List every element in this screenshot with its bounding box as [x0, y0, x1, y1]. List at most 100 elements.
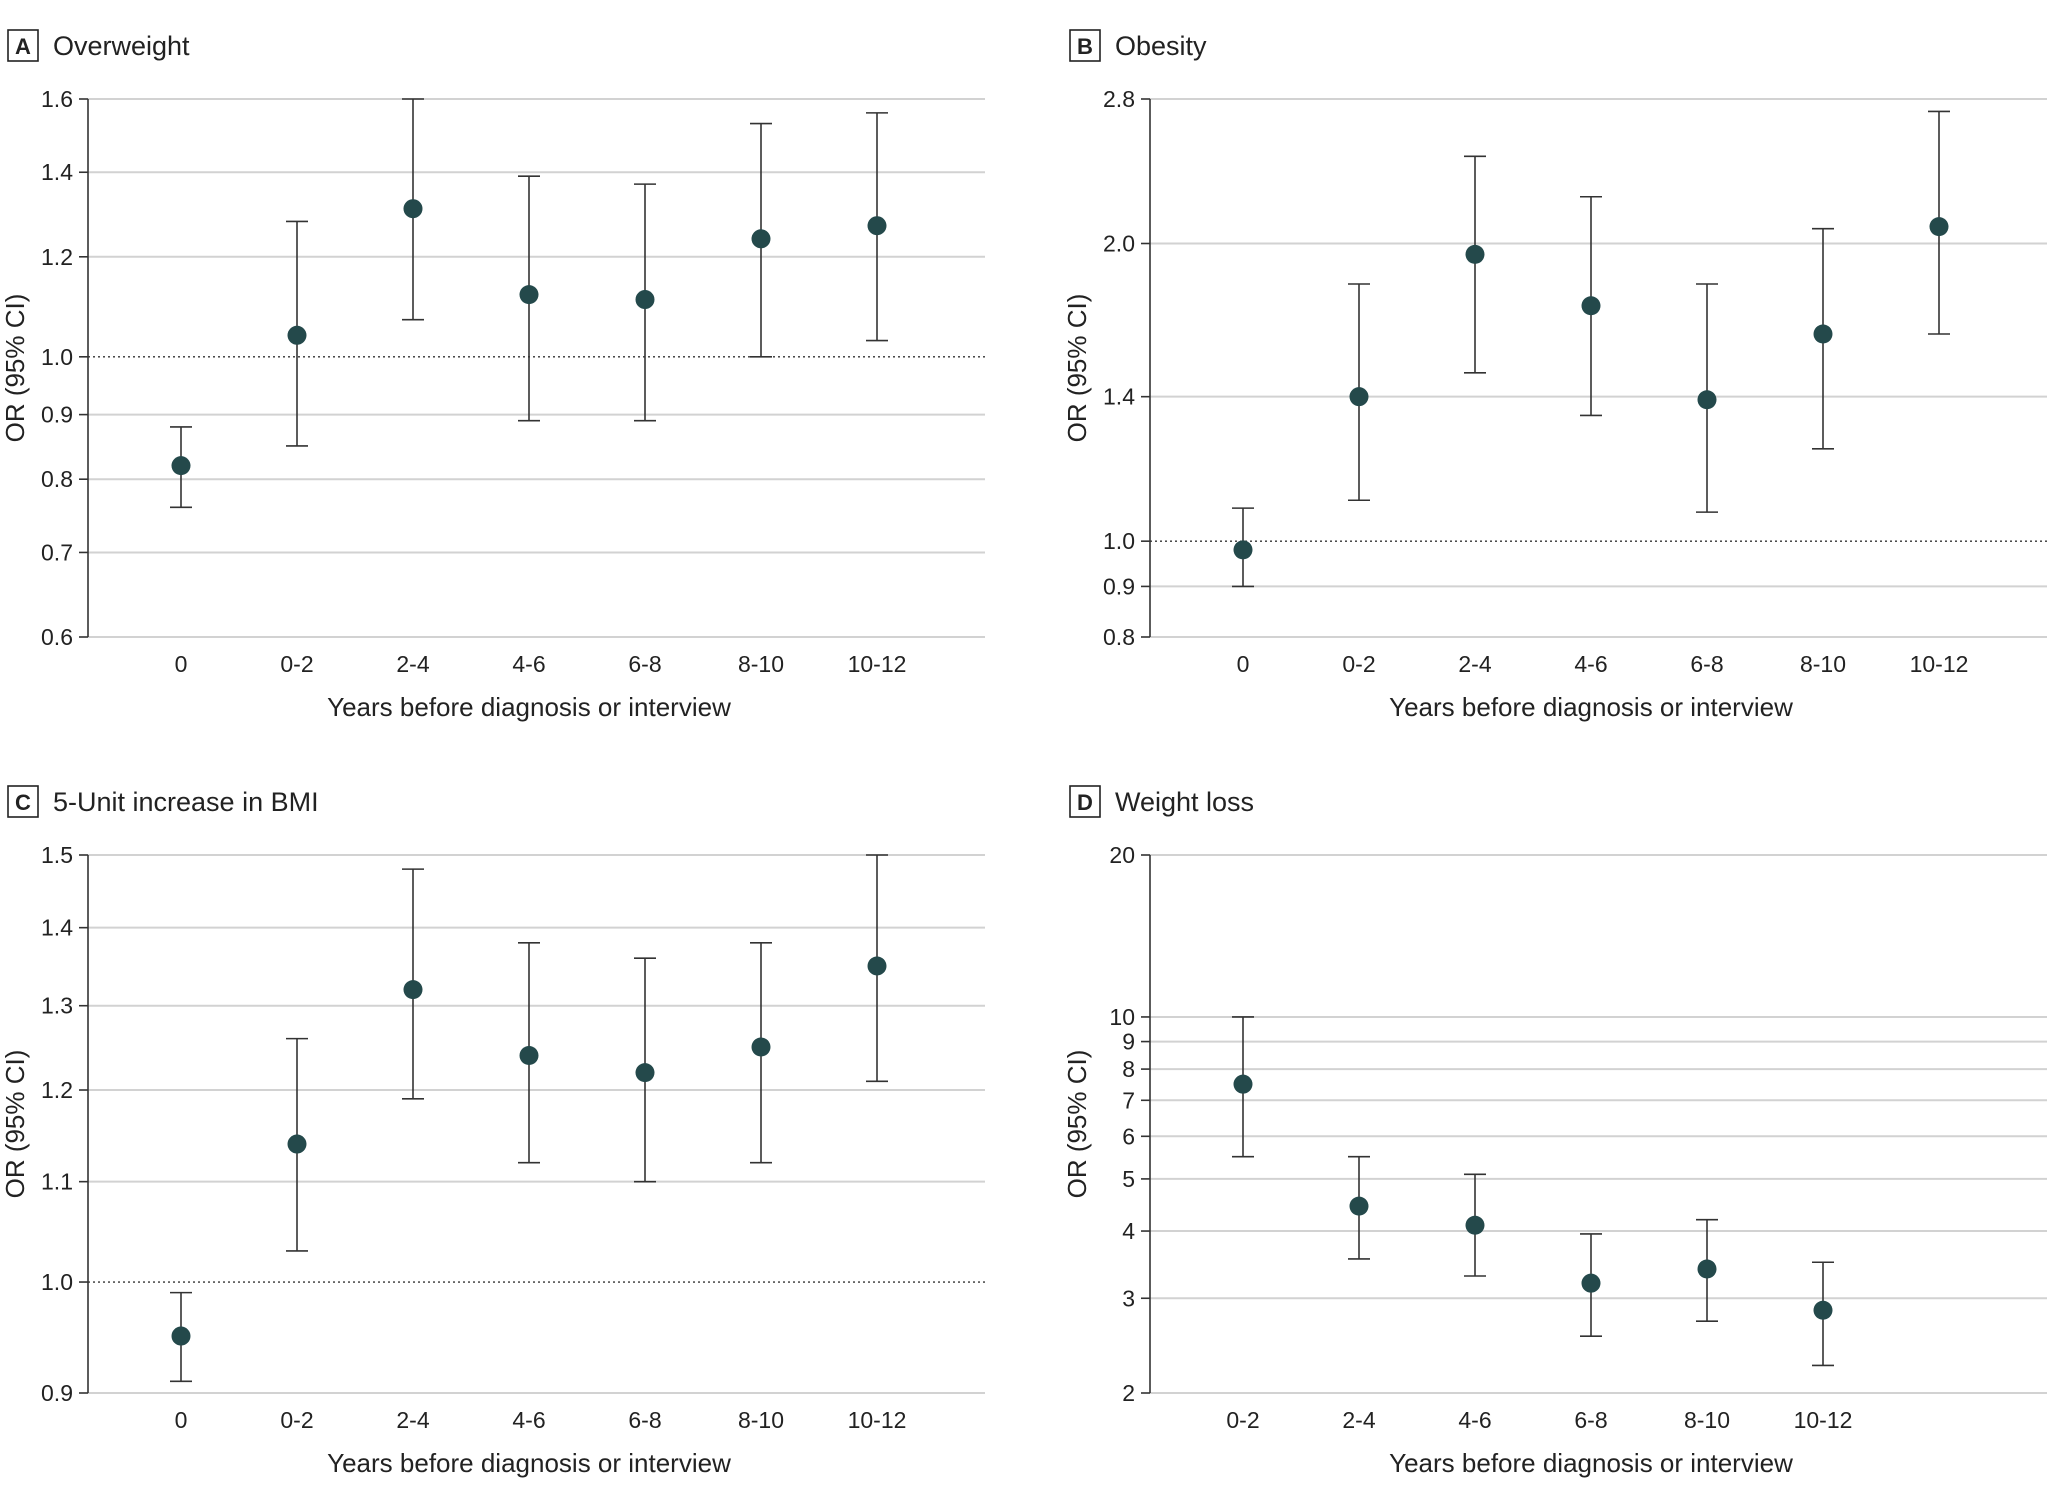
y-tick-label: 0.7	[41, 539, 73, 565]
panel-c-title: 5-Unit increase in BMI	[53, 787, 319, 817]
x-tick-label: 4-6	[512, 1407, 545, 1433]
data-point	[1233, 540, 1253, 560]
data-point	[403, 980, 423, 1000]
x-tick-label: 10-12	[1910, 651, 1969, 677]
y-tick-label: 5	[1122, 1166, 1135, 1192]
panel-b-marks	[1232, 110, 1950, 588]
panel-a-letter: A	[15, 34, 31, 59]
y-tick-label: 1.5	[41, 842, 73, 868]
x-tick-label: 6-8	[628, 1407, 661, 1433]
x-tick-label: 0	[1237, 651, 1250, 677]
y-tick-label: 20	[1109, 842, 1135, 868]
data-point	[1929, 217, 1949, 237]
x-tick-label: 8-10	[1684, 1407, 1730, 1433]
x-tick-label: 2-4	[396, 1407, 429, 1433]
panel-d-x-tick-labels: 0-2 2-4 4-6 6-8 8-10 10-12	[1226, 1407, 1852, 1433]
data-point	[1813, 324, 1833, 344]
x-tick-label: 2-4	[396, 651, 429, 677]
panel-d-letter: D	[1077, 790, 1093, 815]
panel-d-title: Weight loss	[1115, 787, 1254, 817]
data-point	[751, 229, 771, 249]
data-point	[1581, 1273, 1601, 1293]
y-tick-label: 1.4	[1103, 384, 1135, 410]
panel-c-x-axis-title: Years before diagnosis or interview	[327, 1448, 731, 1478]
data-point	[867, 216, 887, 236]
y-tick-label: 2.0	[1103, 230, 1135, 256]
panel-a-marks	[170, 98, 888, 509]
data-point	[1465, 1215, 1485, 1235]
y-tick-label: 2.8	[1103, 86, 1135, 112]
y-tick-label: 1.2	[41, 1077, 73, 1103]
y-tick-label: 1.6	[41, 86, 73, 112]
data-point	[519, 285, 539, 305]
panel-d-y-axis-title: OR (95% CI)	[1062, 1050, 1092, 1199]
data-point	[403, 199, 423, 219]
panel-b-letter: B	[1077, 34, 1093, 59]
y-tick-label: 1.0	[41, 344, 73, 370]
data-point	[635, 1063, 655, 1083]
y-tick-label: 3	[1122, 1285, 1135, 1311]
panel-c-marks	[170, 854, 888, 1383]
y-tick-label: 6	[1122, 1123, 1135, 1149]
y-tick-label: 10	[1109, 1004, 1135, 1030]
data-point	[171, 1326, 191, 1346]
panel-d-x-axis-title: Years before diagnosis or interview	[1389, 1448, 1793, 1478]
y-tick-label: 4	[1122, 1218, 1135, 1244]
panel-c-letter: C	[15, 790, 31, 815]
x-tick-label: 6-8	[1574, 1407, 1607, 1433]
data-point	[751, 1037, 771, 1057]
panel-b-y-axis-title: OR (95% CI)	[1062, 294, 1092, 443]
x-tick-label: 0	[175, 651, 188, 677]
panel-c-y-axis-title: OR (95% CI)	[0, 1050, 30, 1199]
data-point	[287, 1134, 307, 1154]
y-tick-label: 1.4	[41, 159, 73, 185]
x-tick-label: 8-10	[1800, 651, 1846, 677]
x-tick-label: 2-4	[1458, 651, 1491, 677]
data-point	[1349, 387, 1369, 407]
x-tick-label: 0-2	[1342, 651, 1375, 677]
x-tick-label: 10-12	[848, 1407, 907, 1433]
panel-b-letter-box	[1069, 29, 1101, 62]
y-tick-label: 0.6	[41, 624, 73, 650]
panel-a-y-axis-title: OR (95% CI)	[0, 294, 30, 443]
y-tick-label: 2	[1122, 1380, 1135, 1406]
panel-b-title: Obesity	[1115, 31, 1207, 61]
x-tick-label: 6-8	[1690, 651, 1723, 677]
panel-a-x-tick-labels: 0 0-2 2-4 4-6 6-8 8-10 10-12	[175, 651, 907, 677]
y-tick-label: 9	[1122, 1029, 1135, 1055]
panel-c-letter-box	[7, 785, 39, 818]
panel-a-grid: 0.6 0.7 0.8 0.9 1.0 1.2 1.4 1.6	[41, 86, 985, 650]
y-tick-label: 1.3	[41, 993, 73, 1019]
data-point	[1349, 1196, 1369, 1216]
data-point	[1233, 1074, 1253, 1094]
data-point	[1697, 1259, 1717, 1279]
x-tick-label: 4-6	[1574, 651, 1607, 677]
x-tick-label: 0-2	[1226, 1407, 1259, 1433]
panel-a-letter-box	[7, 29, 39, 62]
x-tick-label: 8-10	[738, 1407, 784, 1433]
panel-b-x-tick-labels: 0 0-2 2-4 4-6 6-8 8-10 10-12	[1237, 651, 1969, 677]
panel-a-title: Overweight	[53, 31, 190, 61]
x-tick-label: 0-2	[280, 1407, 313, 1433]
panel-d-marks	[1232, 1016, 1834, 1367]
panel-b-grid: 0.8 0.9 1.0 1.4 2.0 2.8	[1103, 86, 2047, 650]
y-tick-label: 7	[1122, 1087, 1135, 1113]
x-tick-label: 0-2	[280, 651, 313, 677]
y-tick-label: 0.9	[1103, 573, 1135, 599]
x-tick-label: 10-12	[1794, 1407, 1853, 1433]
x-tick-label: 6-8	[628, 651, 661, 677]
panel-c-grid: 0.9 1.0 1.1 1.2 1.3 1.4 1.5	[41, 842, 985, 1406]
data-point	[171, 456, 191, 476]
data-point	[635, 290, 655, 310]
y-tick-label: 1.1	[41, 1169, 73, 1195]
x-tick-label: 0	[175, 1407, 188, 1433]
data-point	[867, 956, 887, 976]
data-point	[519, 1045, 539, 1065]
data-point	[1697, 390, 1717, 410]
x-tick-label: 2-4	[1342, 1407, 1375, 1433]
y-tick-label: 0.9	[41, 1380, 73, 1406]
